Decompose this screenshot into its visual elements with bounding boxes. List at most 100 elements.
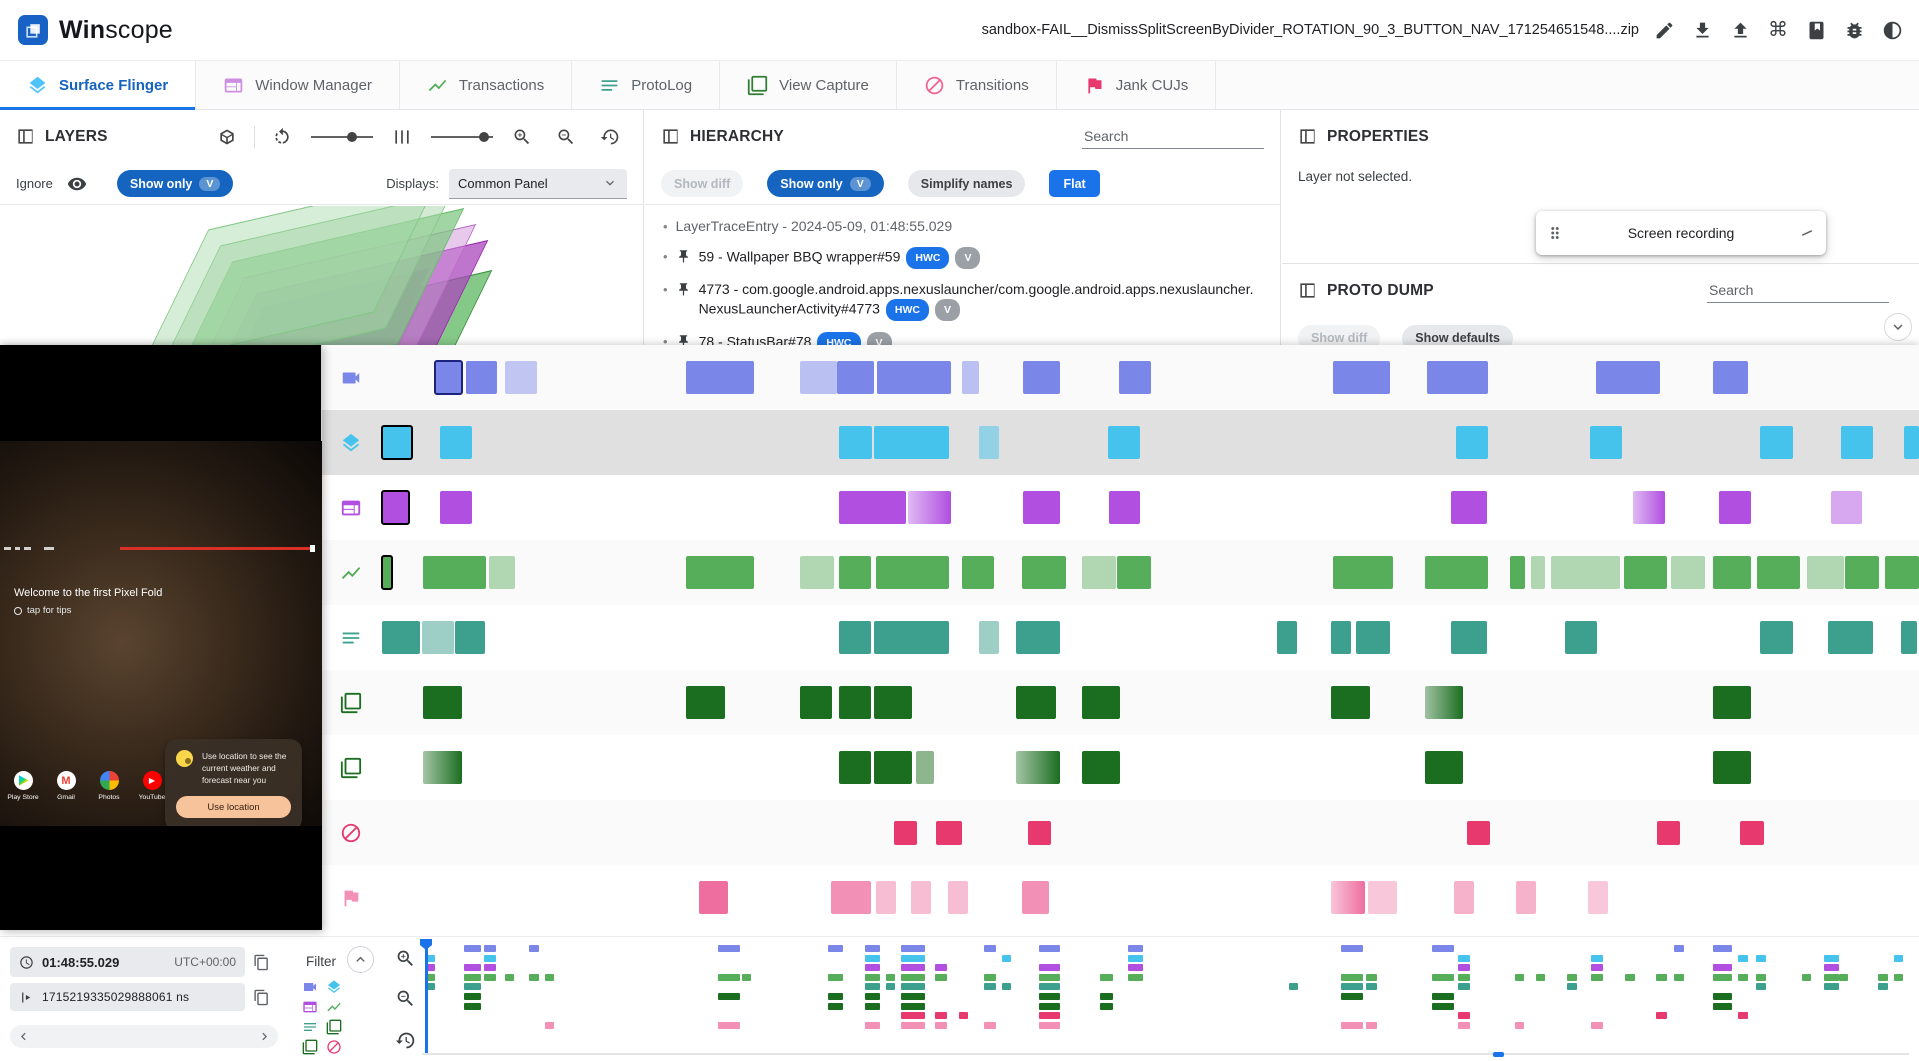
tab-surface-flinger[interactable]: Surface Flinger — [0, 61, 197, 110]
timeline-block[interactable] — [423, 556, 487, 589]
timeline-block[interactable] — [1712, 751, 1752, 784]
track-area-screen-recording[interactable] — [380, 345, 1919, 410]
notes-icon[interactable] — [302, 1019, 318, 1035]
timeline-block[interactable] — [1885, 556, 1919, 589]
chevron-left-icon[interactable] — [16, 1029, 31, 1044]
timeline-block[interactable] — [1671, 556, 1706, 589]
timeline-block[interactable] — [978, 426, 999, 459]
minimize-icon[interactable] — [1795, 221, 1819, 245]
timeline-block[interactable] — [838, 491, 907, 524]
track-area-transitions[interactable] — [380, 800, 1919, 865]
timeline-block[interactable] — [1551, 556, 1621, 589]
documentation-button[interactable] — [1797, 11, 1835, 49]
timeline-block[interactable] — [1426, 361, 1489, 394]
timeline-block[interactable] — [874, 426, 950, 459]
chart-icon[interactable] — [326, 999, 342, 1015]
track-area-view-capture-2[interactable] — [380, 735, 1919, 800]
timeline-block[interactable] — [961, 361, 979, 394]
tree-node[interactable]: • 59 - Wallpaper BBQ wrapper#59 HWC V — [663, 247, 1262, 269]
timeline-block[interactable] — [894, 821, 918, 845]
tree-root[interactable]: • LayerTraceEntry - 2024-05-09, 01:48:55.… — [663, 217, 1262, 236]
track-area-jank-cujs[interactable] — [380, 865, 1919, 930]
timeline-block[interactable] — [423, 686, 462, 719]
tab-view-capture[interactable]: View Capture — [720, 61, 897, 109]
expand-panel-button[interactable] — [1884, 313, 1912, 341]
timeline-block[interactable] — [1023, 491, 1061, 524]
timeline-block[interactable] — [1466, 821, 1490, 845]
timeline-block[interactable] — [1451, 621, 1487, 654]
copy-time-button[interactable] — [253, 954, 270, 971]
timeline-reset-zoom-button[interactable] — [392, 1027, 418, 1053]
web-icon[interactable] — [302, 999, 318, 1015]
proto-show-diff-button[interactable]: Show diff — [1298, 324, 1381, 352]
timeline-block[interactable] — [1331, 881, 1365, 914]
timeline-block[interactable] — [1368, 881, 1398, 914]
timeline-block[interactable] — [686, 556, 754, 589]
timeline-block[interactable] — [838, 556, 871, 589]
rotation-icon[interactable] — [265, 120, 299, 154]
timeline-block[interactable] — [961, 556, 995, 589]
zoom-in-3d-button[interactable] — [505, 120, 539, 154]
minimap-scrub-thumb[interactable] — [1492, 1052, 1504, 1057]
download-button[interactable] — [1683, 11, 1721, 49]
timeline-block[interactable] — [907, 491, 951, 524]
timeline-block[interactable] — [875, 881, 896, 914]
timeline-block[interactable] — [1107, 426, 1141, 459]
track-area-protolog[interactable] — [380, 605, 1919, 670]
timeline-block[interactable] — [489, 556, 516, 589]
timeline-zoom-out-button[interactable] — [392, 985, 418, 1011]
timeline-block[interactable] — [1021, 881, 1050, 914]
edit-filename-button[interactable] — [1645, 11, 1683, 49]
displays-select[interactable]: Common Panel — [449, 168, 627, 199]
track-area-transactions[interactable] — [380, 540, 1919, 605]
track-area-window-manager[interactable] — [380, 475, 1919, 540]
timeline-block[interactable] — [381, 621, 420, 654]
timeline-block[interactable] — [504, 361, 537, 394]
screen-recording-floating-window[interactable]: Screen recording — [1536, 211, 1826, 255]
timeline-block[interactable] — [440, 491, 473, 524]
timeline-block[interactable] — [1831, 491, 1863, 524]
timeline-block[interactable] — [877, 361, 951, 394]
timeline-block[interactable] — [686, 686, 725, 719]
timeline-block[interactable] — [1454, 881, 1475, 914]
timeline-block[interactable] — [978, 621, 999, 654]
timeline-block[interactable] — [1589, 426, 1622, 459]
timeline-block[interactable] — [1424, 751, 1464, 784]
copy-ns-button[interactable] — [253, 989, 270, 1006]
track-area-view-capture-1[interactable] — [380, 670, 1919, 735]
timeline-block[interactable] — [1845, 556, 1879, 589]
spacing-slider[interactable] — [431, 131, 493, 142]
timeline-block[interactable] — [1451, 491, 1487, 524]
timeline-block[interactable] — [1757, 556, 1801, 589]
timeline-block[interactable] — [874, 751, 913, 784]
layers-show-only-button[interactable]: Show only V — [116, 170, 234, 197]
timeline-block[interactable] — [830, 881, 871, 914]
screen-recording-video-overlay[interactable]: Welcome to the first Pixel Fold tap for … — [0, 345, 322, 930]
timeline-block[interactable] — [380, 425, 414, 460]
timeline-block[interactable] — [434, 360, 463, 395]
timeline-block[interactable] — [935, 821, 962, 845]
timeline-block[interactable] — [800, 686, 833, 719]
timeline-block[interactable] — [1531, 556, 1546, 589]
timeline-block[interactable] — [1081, 751, 1121, 784]
timeline-minimap[interactable] — [420, 939, 1909, 1059]
report-bug-button[interactable] — [1835, 11, 1873, 49]
timeline-block[interactable] — [800, 361, 838, 394]
timeline-block[interactable] — [1565, 621, 1598, 654]
timeline-block[interactable] — [380, 490, 411, 525]
timeline-block[interactable] — [423, 751, 462, 784]
timeline-block[interactable] — [1021, 556, 1067, 589]
timeline-block[interactable] — [1828, 621, 1873, 654]
timeline-block[interactable] — [380, 555, 394, 590]
timeline-block[interactable] — [466, 361, 497, 394]
timeline-block[interactable] — [1806, 556, 1844, 589]
timeline-block[interactable] — [1712, 556, 1752, 589]
tree-node[interactable]: • 4773 - com.google.android.apps.nexuslau… — [663, 280, 1262, 321]
timeline-block[interactable] — [440, 426, 473, 459]
timeline-block[interactable] — [686, 361, 754, 394]
timeline-block[interactable] — [1840, 426, 1873, 459]
zoom-out-3d-button[interactable] — [549, 120, 583, 154]
visibility-eye-toggle[interactable] — [63, 170, 91, 198]
hierarchy-show-only-button[interactable]: Show only V — [767, 170, 884, 197]
timeline-block[interactable] — [1332, 361, 1390, 394]
